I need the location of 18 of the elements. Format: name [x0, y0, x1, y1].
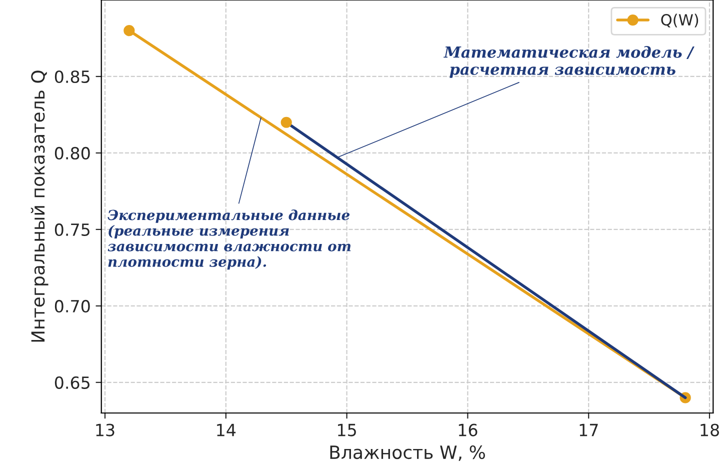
- x-tick-label: 16: [458, 424, 478, 436]
- legend-label: Q(W): [661, 14, 698, 28]
- y-tick-label: 0.85: [54, 70, 90, 84]
- x-tick-label: 14: [217, 424, 236, 436]
- y-tick-label: 0.75: [54, 223, 90, 236]
- y-tick-label: 0.65: [54, 376, 90, 389]
- annotation: Экспериментальные данные (реальные измерения зависимости влажности от плотности зерна).: [108, 209, 351, 270]
- point: [280, 116, 292, 128]
- x-tick-label: 18: [700, 424, 719, 436]
- x-tick-label: 13: [96, 424, 114, 436]
- point: [124, 25, 135, 36]
- y-tick-label: 0.80: [54, 146, 90, 160]
- x-axis-title: Влажность W, %: [330, 445, 485, 461]
- y-axis-title: Интегральный показатель Q: [30, 70, 48, 342]
- x-tick-label: 15: [338, 424, 356, 436]
- y-tick-label: 0.70: [54, 300, 90, 312]
- annotation: Математическая модель / расчетная зависимость: [444, 46, 694, 78]
- x-tick-label: 17: [580, 424, 598, 436]
